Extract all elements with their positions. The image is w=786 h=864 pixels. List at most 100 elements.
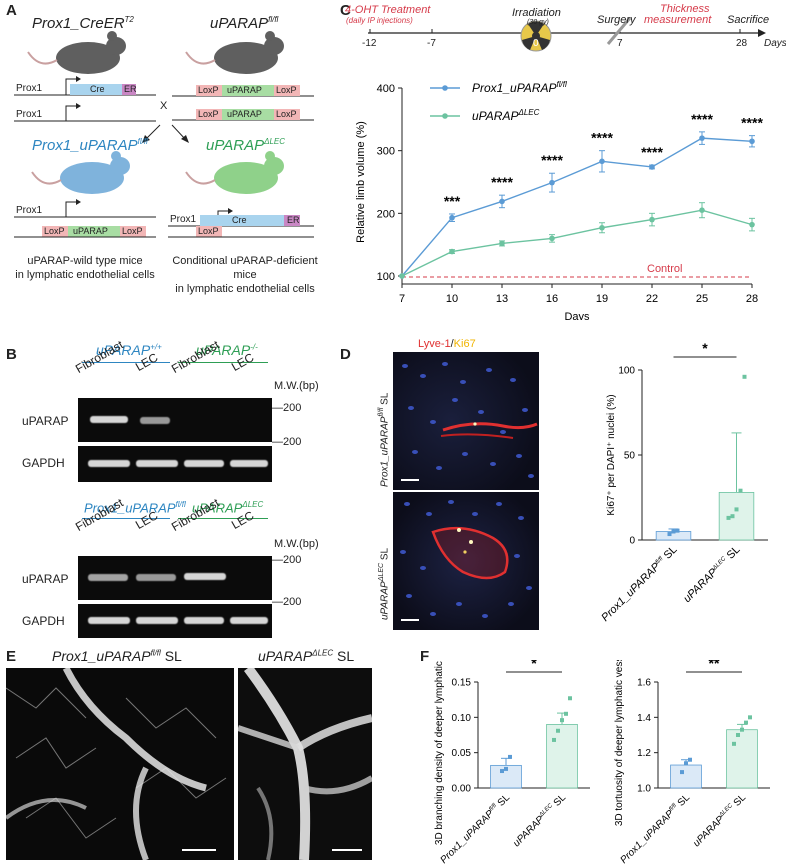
offspring2-title: uPARAPΔLEC: [206, 137, 286, 154]
gel-bottom-uparap: [78, 556, 272, 600]
data-point: [699, 135, 705, 141]
band: [230, 617, 268, 624]
significance-label: ****: [541, 152, 563, 168]
b-top-row1: uPARAP: [22, 414, 69, 428]
data-point: [740, 727, 744, 732]
er-label-2: ER: [287, 215, 300, 225]
data-point: [730, 514, 735, 519]
d-row2-label: uPARAPΔLEC SL: [378, 547, 391, 620]
e-image-fl: [6, 668, 234, 860]
panel-c-timeline: [368, 17, 766, 52]
category-label-1: uPARAPΔLEC SL: [691, 792, 748, 849]
y-axis-title: Relative limb volume (%): [355, 121, 367, 243]
data-point: [504, 766, 508, 771]
y-axis-title: 3D branching density of deeper lymphatic…: [434, 660, 445, 845]
data-point: [688, 757, 692, 762]
d-image-dlec: [393, 492, 539, 630]
band: [184, 617, 224, 624]
caption2-line1: Conditional uPARAP-deficient mice: [172, 255, 318, 281]
b-top-header1: uPARAP+/+: [96, 342, 162, 358]
b-top-header1-line: [82, 362, 170, 363]
category-label-0: Prox1_uPARAPfl/fl SL: [619, 792, 693, 864]
y-tick-label: 100: [618, 366, 635, 377]
uparap-box-2: uPARAP: [227, 109, 262, 119]
legend-marker-1: [442, 113, 448, 119]
x-tick-label: 22: [646, 293, 658, 305]
panel-label-b: B: [6, 346, 17, 363]
loxp-5: LoxP: [44, 226, 65, 236]
loxp-1: LoxP: [198, 85, 219, 95]
b-bottom-row1: uPARAP: [22, 572, 69, 586]
b-top-mw-200b: —200: [272, 436, 302, 448]
y-tick-label: 0.15: [452, 678, 472, 689]
band: [184, 460, 224, 467]
bar-1: [718, 491, 755, 541]
data-point: [742, 374, 747, 379]
band: [88, 574, 128, 581]
data-point: [680, 770, 684, 775]
y-tick-label: 0.00: [452, 784, 472, 795]
series-line-1: [401, 209, 753, 277]
tortuosity-bar-chart: 1.0 1.2 1.4 1.6 3D tortuosity of deeper lymp…: [614, 660, 770, 864]
mouse-grey-2: [185, 31, 284, 74]
data-point: [560, 718, 564, 723]
category-label-1: uPARAPΔLEC SL: [511, 792, 568, 849]
mouse1-title: Prox1_CreERT2: [32, 15, 134, 32]
d-lyve-label: Lyve-1: [418, 338, 451, 350]
e-left-title: Prox1_uPARAPfl/fl SL: [52, 648, 182, 664]
panel-label-c: C: [340, 2, 351, 19]
caption1-line1: uPARAP-wild type mice: [27, 255, 143, 267]
data-point: [549, 235, 555, 242]
significance-label: **: [709, 660, 720, 671]
significance-label: ****: [691, 111, 713, 127]
data-point: [738, 488, 743, 493]
y-tick-label: 1.2: [637, 748, 651, 759]
y-tick-label: 1.4: [637, 713, 651, 724]
data-point: [549, 179, 555, 186]
timeline-dose: (30 gy): [527, 19, 549, 26]
d-ki67-label: Ki67: [453, 338, 476, 350]
y-tick-label: 300: [377, 146, 395, 158]
limb-volume-line-chart: 100 200 300 400 7 10 13 16 19 22 25 28 Days Relative …: [355, 80, 763, 320]
x-tick-label: 19: [596, 293, 608, 305]
y-axis-title: 3D tortuosity of deeper lymphatic vessel…: [614, 660, 625, 826]
d-row1-label: Prox1_uPARAPfl/fl SL: [378, 392, 391, 487]
data-point: [568, 696, 572, 701]
band: [184, 573, 226, 580]
b-bottom-header1-line: [82, 518, 170, 519]
data-point: [744, 720, 748, 725]
caption2-line2: in lymphatic endothelial cells: [175, 283, 315, 295]
data-point: [675, 528, 680, 533]
gel-top-gapdh: [78, 446, 272, 482]
data-point: [499, 240, 505, 247]
e-right-title: uPARAPΔLEC SL: [258, 648, 355, 664]
category-label-0: Prox1_uPARAPfl/fl SL: [439, 792, 513, 864]
b-bottom-header2-line: [178, 518, 268, 519]
x-tick-label: 7: [399, 293, 405, 305]
band: [136, 460, 178, 467]
prox1-label-2: Prox1: [16, 109, 43, 120]
category-label-0: Prox1_uPARAPfl/fl SL: [599, 544, 679, 624]
loxp-7: LoxP: [198, 226, 219, 236]
e-image-dlec: [238, 668, 372, 860]
caption1-line2: in lymphatic endothelial cells: [15, 269, 155, 281]
band: [140, 417, 170, 424]
loxp-4: LoxP: [276, 109, 297, 119]
control-label: Control: [647, 263, 682, 275]
loxp-2: LoxP: [276, 85, 297, 95]
data-point: [399, 273, 405, 279]
panel-label-a: A: [6, 2, 17, 19]
timeline-tick-m12: -12: [362, 38, 377, 49]
b-bottom-header1: Prox1_uPARAPfl/fl: [84, 500, 186, 516]
significance-label: ****: [591, 130, 613, 146]
offspring1-title: Prox1_uPARAPfl/fl: [32, 137, 148, 154]
category-label-1: uPARAPΔLEC SL: [681, 544, 742, 605]
y-tick-label: 0.05: [452, 748, 472, 759]
mouse-green: [185, 151, 284, 194]
branching-density-bar-chart: 0.00 0.05 0.10 0.15 3D branching density of …: [434, 660, 590, 864]
gel-top-uparap: [78, 398, 272, 442]
data-point: [749, 221, 755, 228]
timeline-days: Days: [764, 38, 786, 49]
data-point: [649, 164, 655, 170]
y-tick-label: 1.0: [637, 784, 651, 795]
